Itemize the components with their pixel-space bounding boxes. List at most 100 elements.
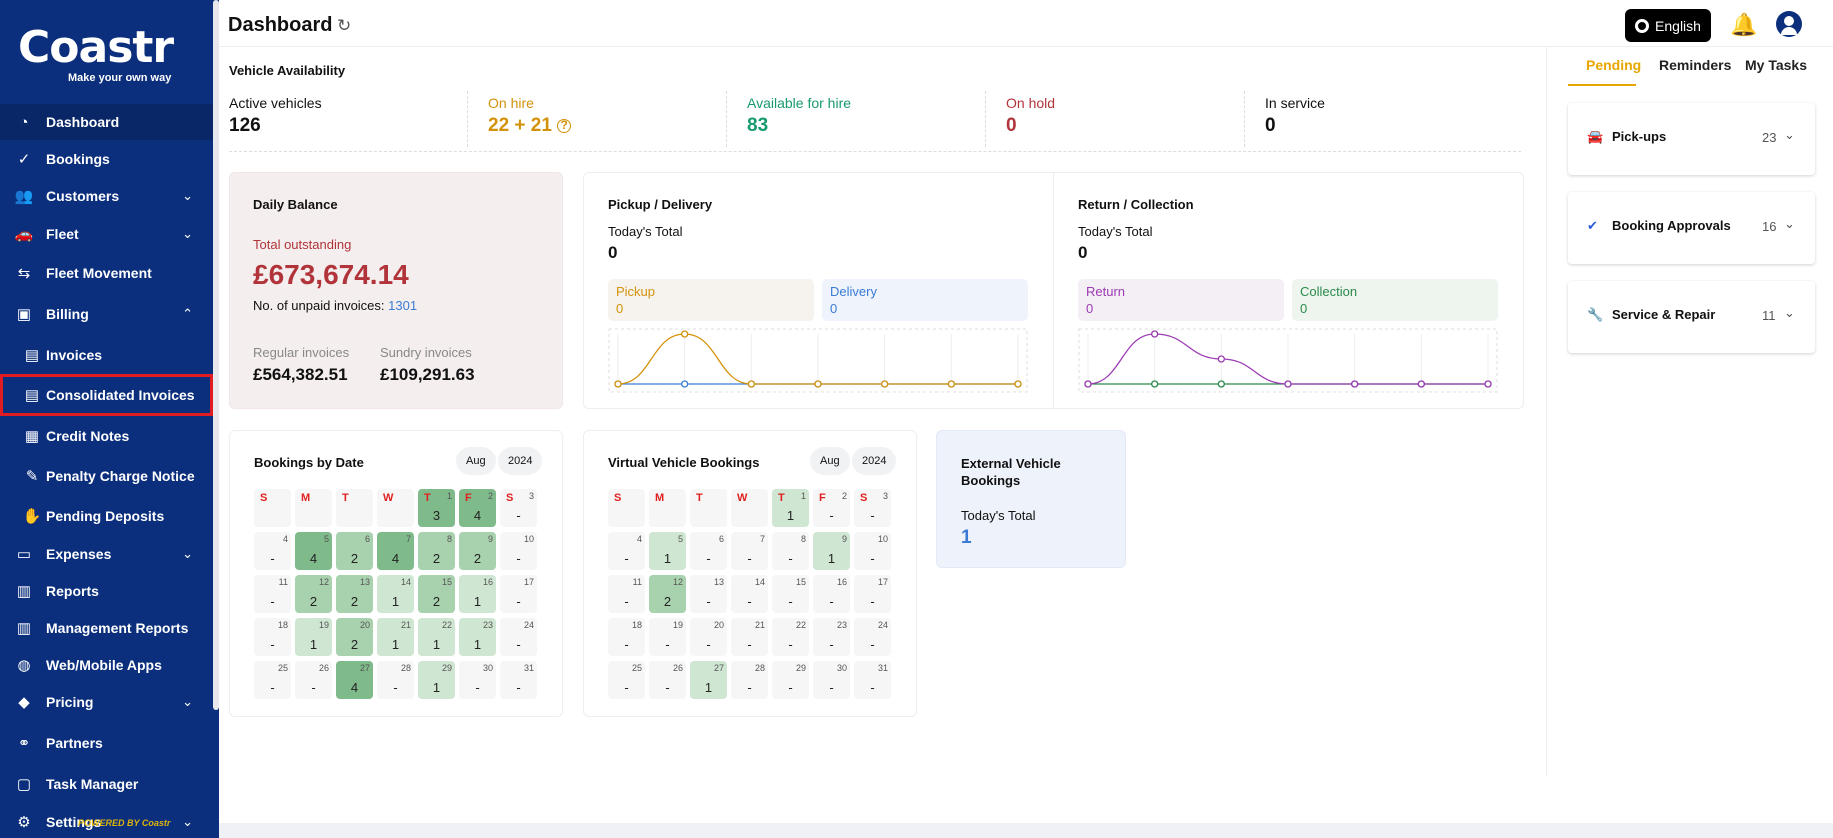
- calendar-day[interactable]: 31-: [500, 661, 537, 699]
- sidebar-item-fleet[interactable]: 🚗 Fleet ⌄: [0, 216, 213, 252]
- year-select[interactable]: 2024: [852, 447, 897, 475]
- calendar-day[interactable]: 6-: [690, 532, 727, 570]
- calendar-day[interactable]: 13-: [690, 575, 727, 613]
- calendar-day[interactable]: 11-: [608, 575, 645, 613]
- sidebar-item-expenses[interactable]: ▭ Expenses ⌄: [0, 536, 213, 572]
- data-point[interactable]: [1084, 380, 1092, 388]
- sidebar-item-invoices[interactable]: ▤ Invoices: [0, 337, 213, 373]
- data-point[interactable]: [1151, 330, 1159, 338]
- sidebar-item-task-manager[interactable]: ▢ Task Manager: [0, 766, 213, 802]
- sidebar-item-settings[interactable]: ⚙ Settings ⌄: [0, 804, 213, 838]
- calendar-day[interactable]: 4-: [608, 532, 645, 570]
- calendar-day[interactable]: 23-: [813, 618, 850, 656]
- calendar-day[interactable]: 28-: [731, 661, 768, 699]
- data-point[interactable]: [614, 380, 622, 388]
- sidebar-item-pricing[interactable]: ◆ Pricing ⌄: [0, 684, 213, 720]
- pending-service-repair-card[interactable]: 🔧 Service & Repair 11 ⌄: [1568, 281, 1815, 353]
- data-point[interactable]: [1014, 380, 1022, 388]
- calendar-day[interactable]: 20 2: [336, 618, 373, 656]
- chevron-down-icon[interactable]: ⌄: [1784, 305, 1795, 320]
- data-point[interactable]: [947, 380, 955, 388]
- calendar-day[interactable]: 25-: [254, 661, 291, 699]
- calendar-day[interactable]: 8-: [772, 532, 809, 570]
- sidebar-item-web-mobile-apps[interactable]: ◍ Web/Mobile Apps: [0, 647, 213, 683]
- calendar-day[interactable]: 19-: [649, 618, 686, 656]
- pending-booking-approvals-card[interactable]: ✔ Booking Approvals 16 ⌄: [1568, 192, 1815, 264]
- pickup-pill[interactable]: Pickup 0: [608, 279, 814, 321]
- data-point[interactable]: [1217, 380, 1225, 388]
- sidebar-scrollbar[interactable]: [213, 0, 219, 710]
- calendar-day[interactable]: 31-: [854, 661, 891, 699]
- calendar-day[interactable]: 22-: [772, 618, 809, 656]
- calendar-day[interactable]: F 2-: [813, 489, 850, 527]
- chevron-down-icon[interactable]: ⌄: [1784, 216, 1795, 231]
- calendar-day[interactable]: 10-: [854, 532, 891, 570]
- sidebar-item-bookings[interactable]: ✓ Bookings: [0, 141, 213, 177]
- calendar-day[interactable]: 23 1: [459, 618, 496, 656]
- external-bookings-card[interactable]: External Vehicle Bookings Today's Total …: [936, 430, 1126, 568]
- tab-pending[interactable]: Pending: [1586, 57, 1642, 73]
- calendar-day[interactable]: 25-: [608, 661, 645, 699]
- availability-active[interactable]: Active vehicles 126: [229, 95, 322, 147]
- sidebar-item-billing[interactable]: ▣ Billing ⌃: [0, 296, 213, 332]
- refresh-icon[interactable]: ↻: [337, 16, 352, 35]
- sidebar-item-management-reports[interactable]: ▥ Management Reports: [0, 610, 213, 646]
- calendar-day[interactable]: 29-: [772, 661, 809, 699]
- data-point[interactable]: [1284, 380, 1292, 388]
- calendar-day[interactable]: 18-: [608, 618, 645, 656]
- calendar-day[interactable]: 11-: [254, 575, 291, 613]
- calendar-day[interactable]: 10-: [500, 532, 537, 570]
- tab-my-tasks[interactable]: My Tasks: [1745, 57, 1807, 73]
- language-button[interactable]: English: [1625, 9, 1711, 42]
- calendar-day[interactable]: 27 1: [690, 661, 727, 699]
- calendar-day[interactable]: 17-: [854, 575, 891, 613]
- coastr-logo[interactable]: Coastr Make your own way: [18, 22, 178, 84]
- help-icon[interactable]: ?: [557, 118, 572, 133]
- sidebar-item-consolidated-invoices[interactable]: ▤ Consolidated Invoices: [0, 374, 213, 416]
- sidebar-item-pending-deposits[interactable]: ✋ Pending Deposits: [0, 498, 213, 534]
- sidebar-item-reports[interactable]: ▥ Reports: [0, 573, 213, 609]
- bell-icon[interactable]: 🔔: [1730, 12, 1758, 37]
- data-point[interactable]: [1151, 380, 1159, 388]
- sidebar-item-penalty-charge-notice[interactable]: ✎ Penalty Charge Notice: [0, 458, 213, 494]
- calendar-day[interactable]: 20-: [690, 618, 727, 656]
- unpaid-invoices-link[interactable]: 1301: [388, 298, 418, 313]
- sidebar-item-partners[interactable]: ⚭ Partners: [0, 725, 213, 761]
- calendar-day[interactable]: 15 2: [418, 575, 455, 613]
- data-point[interactable]: [1484, 380, 1492, 388]
- calendar-day[interactable]: 18-: [254, 618, 291, 656]
- pending-pickups-card[interactable]: 🚘 Pick-ups 23 ⌄: [1568, 103, 1815, 175]
- calendar-day[interactable]: S 3-: [854, 489, 891, 527]
- chevron-down-icon[interactable]: ⌄: [1784, 127, 1795, 142]
- data-point[interactable]: [881, 380, 889, 388]
- calendar-day[interactable]: 17-: [500, 575, 537, 613]
- calendar-day[interactable]: 4-: [254, 532, 291, 570]
- month-select[interactable]: Aug: [810, 447, 850, 475]
- delivery-pill[interactable]: Delivery 0: [822, 279, 1028, 321]
- data-point[interactable]: [1351, 380, 1359, 388]
- calendar-day[interactable]: 15-: [772, 575, 809, 613]
- availability-on-hold[interactable]: On hold 0: [1006, 95, 1055, 147]
- sidebar-item-fleet-movement[interactable]: ⇆ Fleet Movement: [0, 255, 213, 291]
- availability-on-hire[interactable]: On hire 22 + 21 ?: [488, 95, 572, 147]
- data-point[interactable]: [814, 380, 822, 388]
- calendar-day[interactable]: 19 1: [295, 618, 332, 656]
- return-pill[interactable]: Return 0: [1078, 279, 1284, 321]
- calendar-day[interactable]: 21 1: [377, 618, 414, 656]
- data-point[interactable]: [681, 330, 689, 338]
- calendar-day[interactable]: 21-: [731, 618, 768, 656]
- tab-reminders[interactable]: Reminders: [1659, 57, 1732, 73]
- calendar-day[interactable]: 16 1: [459, 575, 496, 613]
- calendar-day[interactable]: 29 1: [418, 661, 455, 699]
- calendar-day[interactable]: 13 2: [336, 575, 373, 613]
- sidebar-item-customers[interactable]: 👥 Customers ⌄: [0, 178, 213, 214]
- calendar-day[interactable]: 28-: [377, 661, 414, 699]
- calendar-day[interactable]: S 3-: [500, 489, 537, 527]
